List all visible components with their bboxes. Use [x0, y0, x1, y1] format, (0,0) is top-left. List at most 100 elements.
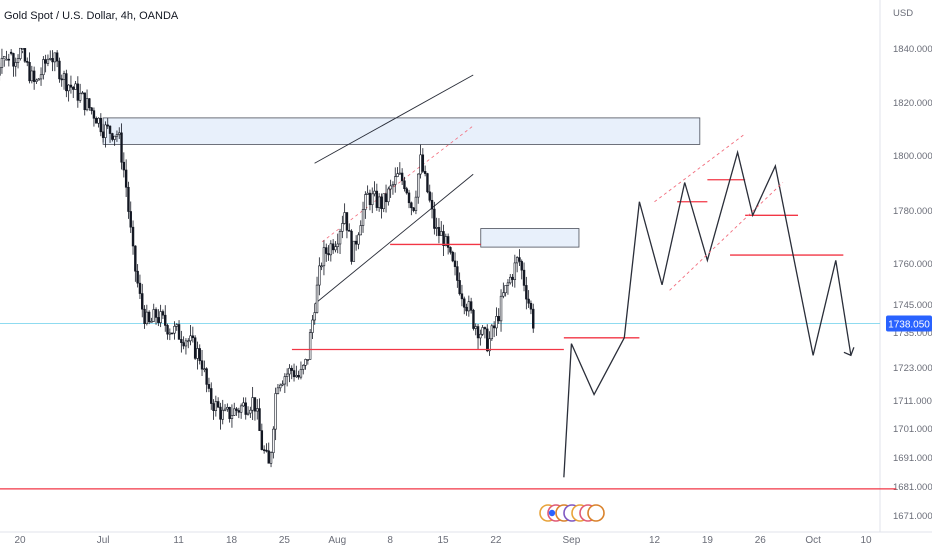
candle-body	[513, 262, 517, 280]
candle-body	[239, 405, 243, 413]
candle-body	[405, 188, 408, 194]
candle-body	[26, 60, 29, 63]
candle-body	[354, 240, 358, 245]
x-tick-label: 15	[437, 535, 449, 546]
candle-body	[476, 326, 480, 339]
y-tick-label: 1723.000	[893, 363, 932, 374]
candle-body	[143, 308, 146, 325]
y-tick-label: 1711.000	[893, 396, 932, 407]
candle-body	[113, 135, 116, 140]
channel-line	[314, 74, 474, 164]
candle-body	[97, 117, 100, 124]
candle-body	[157, 317, 160, 323]
candle-body	[120, 132, 123, 163]
candle-body	[9, 51, 13, 54]
candle-body	[400, 172, 404, 182]
candle-body	[106, 124, 109, 127]
candle-body	[472, 309, 475, 329]
candle-body	[131, 226, 135, 247]
candle-body	[437, 227, 441, 236]
candle-body	[295, 375, 298, 378]
candle-body	[182, 342, 185, 347]
candle-body	[419, 154, 422, 175]
candle-body	[262, 449, 266, 451]
candle-body	[200, 360, 204, 370]
candle-body	[384, 193, 388, 203]
candle-body	[74, 83, 77, 90]
candle-body	[453, 260, 457, 267]
candle-body	[288, 367, 291, 375]
candle-body	[334, 246, 337, 251]
candle-body	[492, 325, 496, 329]
event-marker	[587, 504, 605, 522]
candle-body	[502, 292, 505, 297]
candle-body	[382, 193, 385, 210]
candle-body	[444, 236, 448, 246]
candle-body	[5, 58, 8, 61]
candle-body	[187, 340, 190, 343]
candle-body	[290, 367, 293, 371]
candle-body	[467, 301, 471, 312]
candle-body	[456, 266, 459, 281]
candle-body	[469, 301, 473, 311]
candle-body	[104, 124, 107, 138]
x-tick-label: Sep	[563, 535, 581, 546]
x-tick-label: Aug	[328, 535, 346, 546]
candle-body	[352, 240, 356, 262]
candle-body	[327, 253, 330, 256]
candle-body	[407, 192, 411, 204]
candle-body	[463, 298, 466, 308]
candle-body	[145, 311, 149, 325]
x-tick-label: 25	[279, 535, 291, 546]
y-tick-label: 1760.000	[893, 259, 932, 270]
candle-body	[308, 332, 312, 360]
candle-body	[177, 324, 181, 340]
candle-body	[203, 368, 206, 371]
x-tick-label: 11	[173, 535, 184, 546]
candle-body	[90, 107, 93, 111]
candle-body	[322, 247, 326, 267]
candle-body	[299, 369, 303, 378]
candle-body	[129, 211, 132, 228]
candle-body	[39, 74, 43, 80]
y-tick-label: 1780.000	[893, 206, 932, 217]
candle-body	[511, 276, 514, 280]
candle-body	[318, 265, 321, 286]
candle-body	[228, 407, 231, 419]
y-tick-label: 1745.000	[893, 300, 932, 311]
candle-body	[272, 428, 275, 453]
candle-body	[311, 319, 314, 333]
candle-body	[265, 449, 268, 452]
y-tick-label: 1820.000	[893, 98, 932, 109]
candle-body	[368, 192, 372, 206]
candle-body	[430, 199, 434, 210]
candle-body	[193, 337, 197, 359]
candle-body	[65, 73, 68, 92]
candle-body	[42, 59, 45, 76]
candle-body	[230, 415, 234, 419]
channel-line	[314, 173, 474, 305]
candle-body	[497, 316, 500, 322]
candle-body	[488, 338, 491, 352]
x-tick-label: 12	[649, 535, 661, 546]
candle-body	[451, 251, 454, 262]
candle-body	[23, 48, 27, 62]
candle-body	[458, 280, 461, 295]
candle-body	[433, 208, 436, 229]
candle-body	[189, 335, 192, 342]
candle-body	[428, 191, 431, 201]
candle-body	[136, 270, 139, 284]
candle-body	[0, 67, 1, 76]
projection-channel-line	[654, 133, 746, 203]
candle-body	[446, 236, 450, 248]
candle-body	[30, 70, 34, 82]
candle-body	[442, 231, 445, 246]
candle-body	[251, 397, 254, 411]
candle-body	[226, 407, 229, 410]
candle-body	[506, 282, 510, 286]
candle-body	[154, 309, 158, 318]
candle-body	[253, 397, 257, 412]
candle-body	[216, 401, 220, 408]
candle-body	[387, 188, 390, 203]
